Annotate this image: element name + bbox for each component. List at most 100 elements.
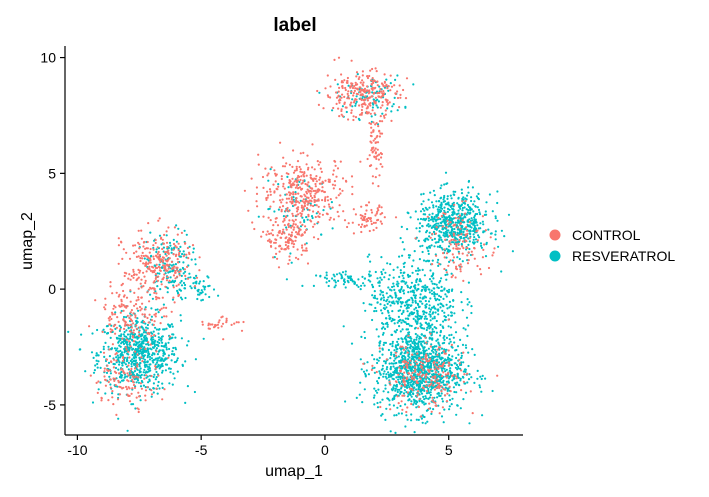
- data-point: [382, 326, 385, 329]
- data-point: [397, 373, 400, 376]
- data-point: [281, 198, 284, 201]
- data-point: [394, 389, 397, 392]
- data-point: [114, 384, 117, 387]
- data-point: [402, 380, 405, 383]
- data-point: [351, 193, 354, 196]
- data-point: [406, 384, 409, 387]
- data-point: [352, 208, 355, 211]
- data-point: [184, 277, 187, 280]
- data-point: [422, 387, 425, 390]
- data-point: [407, 381, 410, 384]
- data-point: [449, 372, 452, 375]
- data-point: [340, 108, 343, 111]
- data-point: [168, 325, 171, 328]
- data-point: [403, 361, 406, 364]
- data-point: [360, 112, 363, 116]
- data-point: [198, 256, 201, 259]
- data-point: [446, 289, 449, 292]
- data-point: [339, 160, 342, 163]
- data-point: [466, 303, 469, 306]
- data-point: [160, 339, 163, 342]
- data-point: [382, 268, 385, 271]
- data-point: [155, 376, 158, 379]
- data-point: [491, 389, 494, 393]
- data-point: [334, 78, 337, 81]
- data-point: [421, 358, 424, 361]
- data-point: [382, 343, 385, 346]
- data-point: [440, 390, 443, 393]
- data-point: [432, 287, 435, 290]
- data-point: [150, 319, 153, 322]
- data-point: [149, 347, 152, 350]
- data-point: [135, 342, 138, 345]
- data-point: [409, 335, 412, 339]
- data-point: [448, 398, 452, 402]
- data-point: [152, 382, 155, 385]
- data-point: [435, 200, 438, 203]
- data-point: [363, 330, 366, 334]
- data-point: [377, 158, 380, 161]
- data-point: [332, 273, 335, 276]
- data-point: [414, 319, 417, 322]
- data-point: [413, 250, 416, 253]
- data-point: [255, 192, 259, 195]
- data-point: [414, 297, 417, 300]
- data-point: [97, 380, 100, 383]
- data-point: [443, 183, 446, 186]
- data-point: [152, 391, 155, 394]
- data-point: [467, 324, 470, 327]
- data-point: [357, 77, 360, 81]
- data-point: [171, 266, 175, 270]
- data-point: [402, 355, 406, 358]
- data-point: [407, 354, 410, 358]
- data-point: [398, 106, 401, 109]
- data-point: [155, 350, 158, 353]
- data-point: [110, 317, 113, 321]
- data-point: [421, 285, 424, 288]
- data-point: [439, 334, 442, 337]
- data-point: [424, 315, 427, 318]
- data-point: [128, 400, 132, 403]
- data-point: [371, 95, 374, 98]
- data-point: [381, 165, 384, 168]
- data-point: [399, 93, 402, 96]
- data-point: [372, 129, 375, 132]
- data-point: [122, 386, 125, 389]
- data-point: [431, 273, 435, 276]
- data-point: [422, 373, 425, 376]
- data-point: [475, 227, 478, 230]
- data-point: [172, 372, 175, 375]
- data-point: [347, 118, 350, 121]
- data-point: [366, 361, 369, 364]
- data-point: [445, 348, 448, 351]
- data-point: [161, 335, 164, 338]
- data-point: [359, 381, 362, 384]
- data-point: [331, 206, 334, 209]
- data-point: [129, 345, 132, 348]
- data-point: [330, 201, 333, 204]
- data-point: [409, 290, 412, 293]
- data-point: [426, 390, 429, 393]
- data-point: [448, 204, 451, 207]
- data-point: [132, 329, 135, 332]
- data-point: [407, 303, 410, 306]
- data-point: [362, 84, 365, 87]
- data-point: [391, 317, 394, 321]
- data-point: [424, 365, 427, 368]
- data-point: [178, 274, 181, 277]
- data-point: [445, 278, 448, 281]
- data-point: [199, 280, 202, 283]
- data-point: [125, 348, 128, 351]
- data-point: [338, 98, 341, 101]
- data-point: [433, 377, 436, 380]
- data-point: [500, 270, 503, 273]
- data-point: [422, 347, 425, 350]
- data-point: [109, 285, 112, 288]
- data-point: [417, 343, 420, 347]
- data-point: [413, 284, 416, 288]
- data-point: [341, 115, 344, 118]
- data-point: [444, 386, 447, 389]
- data-point: [322, 209, 325, 212]
- data-point: [153, 345, 156, 348]
- data-point: [442, 379, 445, 382]
